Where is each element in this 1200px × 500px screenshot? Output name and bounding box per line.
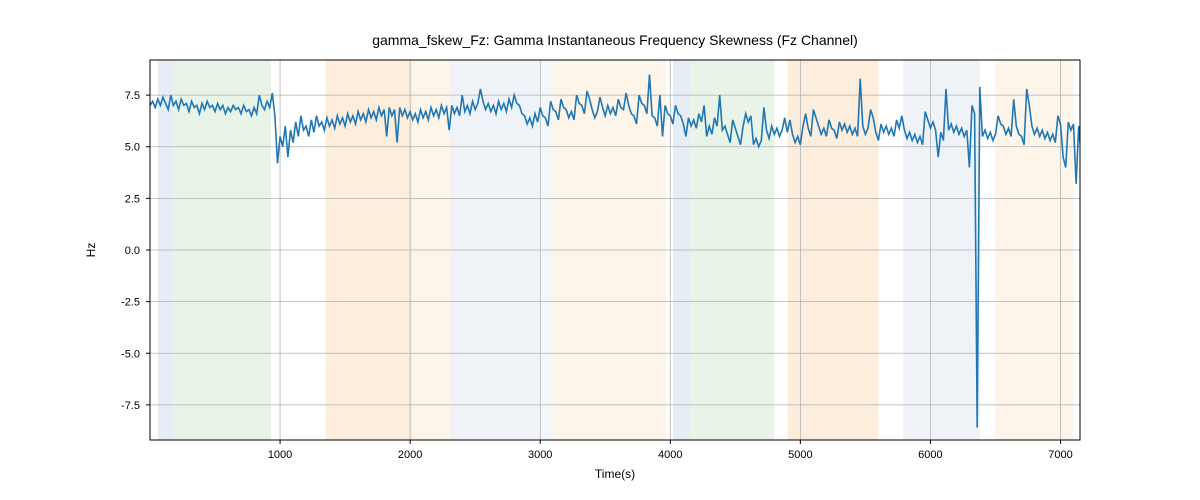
xtick-label: 6000 bbox=[918, 449, 942, 461]
ytick-label: 0.0 bbox=[125, 245, 140, 257]
ytick-label: 7.5 bbox=[125, 90, 140, 102]
x-axis-label: Time(s) bbox=[595, 467, 635, 481]
chart-svg: 1000 2000 3000 4000 5000 6000 7000 -7.5 -5.0 -2.5… bbox=[0, 0, 1200, 500]
xtick-label: 5000 bbox=[788, 449, 812, 461]
ytick-label: -7.5 bbox=[121, 400, 140, 412]
xtick-label: 7000 bbox=[1048, 449, 1072, 461]
xtick-label: 3000 bbox=[528, 449, 552, 461]
ytick-label: -2.5 bbox=[121, 297, 140, 309]
ytick-label: 5.0 bbox=[125, 142, 140, 154]
xtick-label: 4000 bbox=[658, 449, 682, 461]
y-axis-label: Hz bbox=[84, 243, 98, 258]
chart-title: gamma_fskew_Fz: Gamma Instantaneous Freq… bbox=[372, 32, 858, 48]
chart-container: 1000 2000 3000 4000 5000 6000 7000 -7.5 -5.0 -2.5… bbox=[0, 0, 1200, 500]
xtick-label: 1000 bbox=[268, 449, 292, 461]
xtick-label: 2000 bbox=[398, 449, 422, 461]
ytick-label: -5.0 bbox=[121, 348, 140, 360]
ytick-label: 2.5 bbox=[125, 193, 140, 205]
